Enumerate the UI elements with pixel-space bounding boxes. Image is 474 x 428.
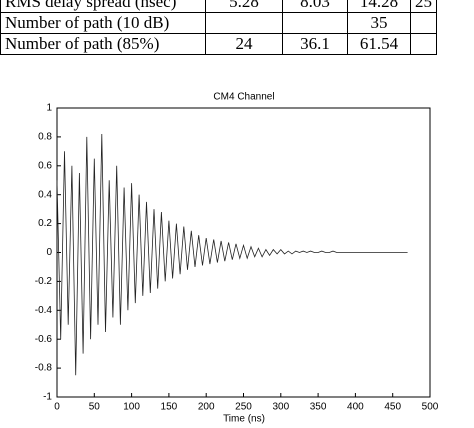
table-row: Number of path (85%) 24 36.1 61.54 (0, 33, 437, 55)
chart-title: CM4 Channel (213, 92, 274, 103)
y-tick-label: -0.8 (35, 363, 53, 374)
signal-line (56, 133, 408, 376)
y-tick-label: -0.2 (35, 276, 53, 287)
x-tick-label: 150 (161, 402, 178, 413)
table: RMS delay spread (nsec) 5.28 8.03 14.28 25 Nu… (0, 0, 437, 55)
table-cell (410, 33, 437, 55)
y-tick-label: 1 (46, 103, 52, 114)
y-tick-label: 0 (46, 247, 52, 258)
x-tick-label: 0 (54, 402, 60, 413)
table-row: Number of path (10 dB) 35 (0, 12, 437, 34)
x-tick-label: 100 (123, 402, 140, 413)
x-tick-label: 50 (89, 402, 101, 413)
table-cell: 24 (205, 33, 283, 55)
x-tick-label: 300 (272, 402, 289, 413)
x-tick-label: 350 (310, 402, 327, 413)
y-tick-label: -0.6 (35, 334, 53, 345)
x-axis-label: Time (ns) (223, 414, 265, 425)
x-tick-label: 500 (422, 402, 439, 413)
y-tick-label: 0.6 (38, 160, 52, 171)
table-cell: Number of path (85%) (0, 33, 206, 55)
y-tick-label: 0.8 (38, 132, 52, 143)
y-tick-label: -1 (43, 392, 52, 403)
y-tick-label: -0.4 (35, 305, 53, 316)
x-tick-label: 200 (198, 402, 215, 413)
table-cell: 36.1 (282, 33, 348, 55)
x-tick-label: 250 (235, 402, 252, 413)
x-tick-label: 400 (347, 402, 364, 413)
y-tick-label: 0.2 (38, 218, 52, 229)
table-cell: 61.54 (347, 33, 411, 55)
x-tick-label: 450 (384, 402, 401, 413)
table-cell: Number of path (10 dB) (0, 12, 206, 34)
y-tick-label: 0.4 (38, 189, 52, 200)
